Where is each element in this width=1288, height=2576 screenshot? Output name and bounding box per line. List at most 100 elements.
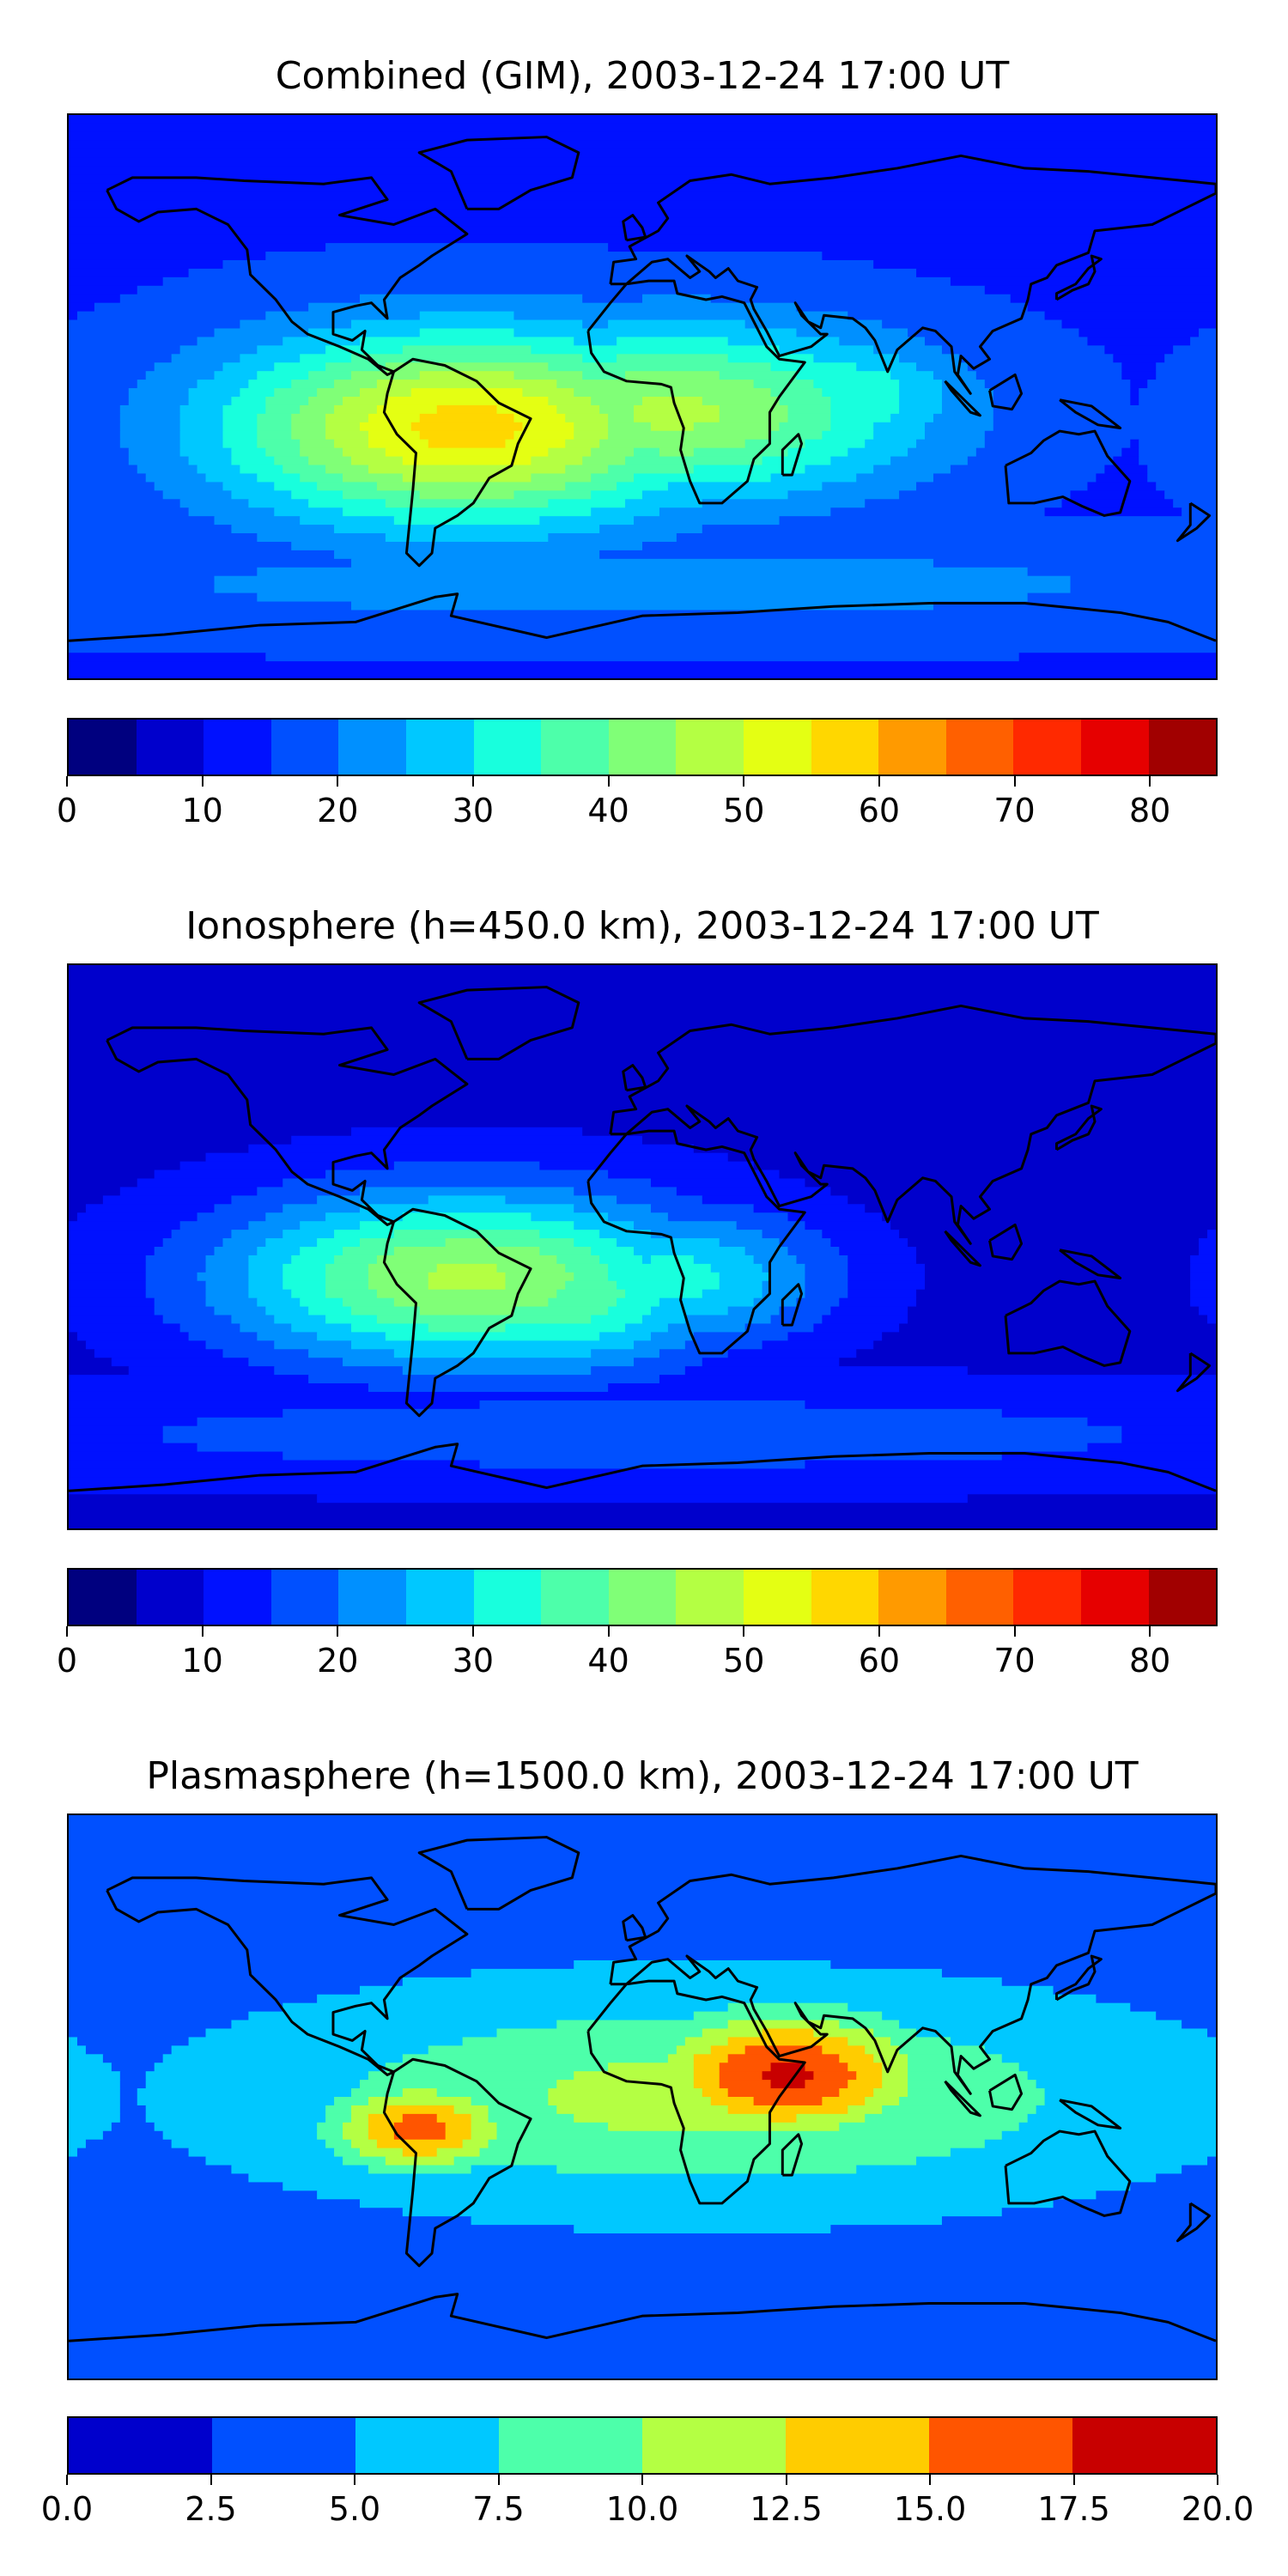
heatmap-cell <box>300 516 395 526</box>
heatmap-cell <box>753 1255 798 1265</box>
heatmap-cell <box>967 1366 1216 1376</box>
heatmap-cell <box>69 635 1216 645</box>
heatmap-cell <box>154 2063 386 2072</box>
heatmap-cell <box>69 1400 481 1410</box>
heatmap-cell <box>240 388 275 398</box>
heatmap-cell <box>1130 388 1139 398</box>
heatmap-cell <box>393 516 540 526</box>
heatmap-cell <box>368 1272 429 1282</box>
heatmap-cell <box>822 1315 908 1325</box>
heatmap-cell <box>908 1315 1208 1325</box>
heatmap-cell <box>257 1297 301 1308</box>
heatmap-cell <box>69 388 130 398</box>
tick-label: 60 <box>858 792 901 829</box>
heatmap-cell <box>325 1272 369 1282</box>
heatmap-cell <box>69 1247 155 1256</box>
heatmap-cell <box>642 1135 1216 1145</box>
heatmap-cell <box>873 430 926 440</box>
heatmap-cell <box>69 354 173 363</box>
heatmap-cell <box>69 2130 104 2141</box>
heatmap-cell <box>162 276 951 287</box>
heatmap-cell <box>257 1247 301 1256</box>
heatmap-cell <box>950 2037 1216 2046</box>
heatmap-cell <box>1190 337 1216 346</box>
heatmap-cell <box>667 482 823 491</box>
heatmap-cell <box>1121 362 1157 372</box>
heatmap-cell <box>265 1212 326 1222</box>
heatmap-cell <box>343 2156 386 2166</box>
colorbar-segment <box>136 1570 204 1625</box>
heatmap-cell <box>608 2122 840 2132</box>
heatmap-cell <box>197 1212 266 1222</box>
heatmap-cell <box>787 1212 883 1222</box>
heatmap-cell <box>214 516 301 526</box>
heatmap-cell <box>317 1238 361 1248</box>
coastlines <box>69 1836 1216 2342</box>
heatmap-cell <box>69 209 1216 218</box>
tick-mark <box>1149 776 1151 787</box>
heatmap-cell <box>941 397 994 406</box>
heatmap-cell <box>393 1230 540 1239</box>
heatmap-cell <box>308 499 386 508</box>
heatmap-cell <box>308 371 352 380</box>
heatmap-cell <box>787 447 848 458</box>
heatmap-cell <box>351 354 583 363</box>
heatmap-cell <box>702 499 866 508</box>
heatmap-cell <box>343 2122 369 2132</box>
heatmap-cell <box>69 533 258 543</box>
tick-label: 50 <box>723 1642 765 1680</box>
heatmap-cell <box>787 1247 840 1256</box>
heatmap-cell <box>428 1280 507 1291</box>
heatmap-cell <box>69 1152 207 1163</box>
heatmap-cell <box>933 413 994 423</box>
heatmap-cell <box>69 575 216 586</box>
heatmap-cell <box>513 311 848 321</box>
heatmap-cell <box>69 1443 198 1453</box>
heatmap-cell <box>69 1909 1216 1918</box>
tick-mark <box>66 1626 68 1637</box>
heatmap-cell <box>693 1144 1216 1154</box>
heatmap-cell <box>693 422 781 432</box>
heatmap-cell <box>719 371 798 380</box>
heatmap-cell <box>69 2301 1216 2312</box>
heatmap-cell <box>967 1494 1216 1504</box>
heatmap-cell <box>69 1968 472 1978</box>
heatmap-cell <box>839 2054 874 2063</box>
heatmap-cell <box>548 1297 617 1308</box>
heatmap-cell <box>899 388 943 398</box>
heatmap-cell <box>85 1204 216 1213</box>
heatmap-cell <box>1061 499 1174 508</box>
heatmap-cell <box>393 1247 540 1256</box>
heatmap-cell <box>231 447 266 458</box>
heatmap-cell <box>591 447 635 458</box>
heatmap-cell <box>1096 473 1148 483</box>
heatmap-cell <box>69 1900 1216 1910</box>
heatmap-cell <box>351 2105 386 2115</box>
map-combined <box>67 113 1218 680</box>
heatmap-cell <box>650 1204 755 1213</box>
tick-mark <box>201 1626 204 1637</box>
heatmap-cell <box>548 447 592 458</box>
heatmap-cells <box>69 1815 1216 2379</box>
heatmap-cell <box>574 2225 831 2234</box>
heatmap-cell <box>873 2088 908 2098</box>
heatmap-cell <box>710 2045 746 2055</box>
heatmap-cell <box>214 1247 258 1256</box>
heatmap-cell <box>916 439 986 449</box>
heatmap-cell <box>762 2071 815 2081</box>
heatmap-cell <box>890 371 934 380</box>
heatmap-cell <box>351 1306 421 1316</box>
heatmap-cell <box>496 2130 1003 2141</box>
coastline <box>586 1129 806 1355</box>
heatmap-cell <box>419 311 515 321</box>
heatmap-cell <box>343 1297 395 1308</box>
heatmap-cell <box>69 1297 155 1308</box>
heatmap-cell <box>359 2148 404 2158</box>
heatmap-cell <box>69 618 1216 628</box>
heatmap-cell <box>634 473 772 483</box>
heatmap-cell <box>325 422 361 432</box>
heatmap-cell <box>975 371 1122 380</box>
heatmap-cell <box>137 1178 283 1188</box>
heatmap-cell <box>762 1263 806 1273</box>
heatmap-cell <box>462 2139 489 2149</box>
